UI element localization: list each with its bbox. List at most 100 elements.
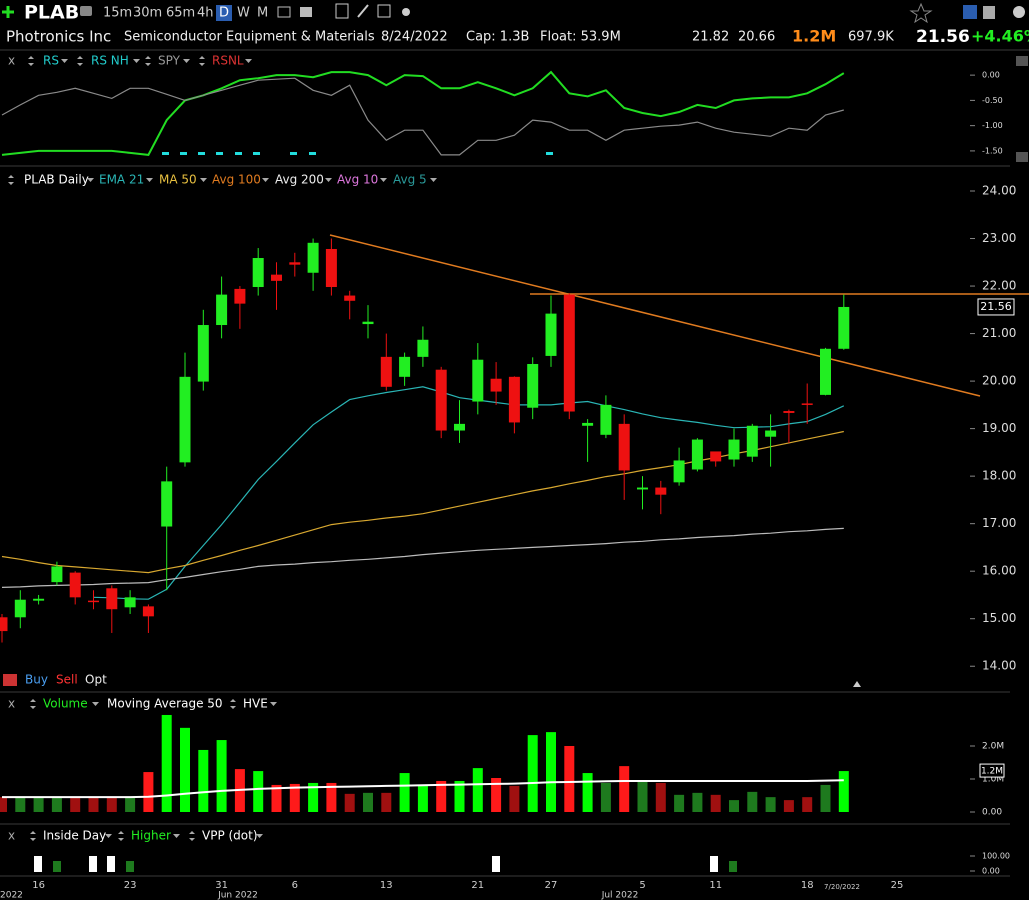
icon[interactable] xyxy=(909,2,933,24)
timeframe[interactable]: 4h xyxy=(197,6,214,21)
timeframe[interactable]: M xyxy=(257,6,268,21)
icon[interactable] xyxy=(983,6,995,19)
month-label: Jun 2022 xyxy=(217,891,258,900)
volume-bar xyxy=(125,797,136,812)
volume-bar xyxy=(710,794,721,812)
y-tick-label: 18.00 xyxy=(982,469,1016,483)
y-tick-label: 0.00 xyxy=(982,71,1000,80)
icon[interactable] xyxy=(357,4,369,18)
line xyxy=(1,77,844,156)
trendline[interactable] xyxy=(329,234,981,397)
volume-bar xyxy=(582,773,593,812)
candle-body xyxy=(179,376,191,463)
timeframe[interactable]: 30m xyxy=(133,6,162,21)
legend-item[interactable]: HVE xyxy=(243,697,268,711)
legend-item[interactable]: RS xyxy=(43,54,59,68)
icon[interactable] xyxy=(80,6,92,16)
icon xyxy=(8,175,14,185)
legend-item[interactable]: Avg 5 xyxy=(393,173,427,187)
icon[interactable] xyxy=(1016,56,1028,66)
candle-body xyxy=(600,404,612,435)
volume-bar xyxy=(70,797,81,812)
candle-body xyxy=(618,423,630,471)
symbol[interactable]: PLAB xyxy=(24,2,79,24)
volume-bar xyxy=(289,783,300,812)
candle-body xyxy=(216,294,228,326)
timeframe[interactable]: W xyxy=(237,6,250,21)
candle-body xyxy=(783,411,795,413)
icon[interactable] xyxy=(1016,152,1028,162)
icon[interactable] xyxy=(277,6,291,18)
legend-item[interactable]: Avg 100 xyxy=(212,173,261,187)
close[interactable]: x xyxy=(8,829,15,843)
timeframe[interactable]: 65m xyxy=(166,6,195,21)
legend-item[interactable]: RS NH xyxy=(91,54,129,68)
chart-title[interactable]: Volume xyxy=(43,697,88,711)
company: Photronics Inc xyxy=(6,28,111,46)
button[interactable]: Opt xyxy=(85,673,107,687)
candle-body xyxy=(399,356,411,377)
y-tick-label: -1.50 xyxy=(982,146,1003,155)
volume-bar xyxy=(436,780,447,812)
volume-bar xyxy=(747,791,758,812)
line xyxy=(93,386,845,600)
icon[interactable] xyxy=(1013,6,1025,18)
volume-bar xyxy=(655,782,666,812)
candle-body xyxy=(820,348,831,395)
candle-body xyxy=(838,306,850,349)
candle-body xyxy=(252,258,264,288)
legend-item[interactable]: Moving Average 50 xyxy=(107,697,223,711)
volume-bar xyxy=(564,745,575,812)
y-tick-label: 24.00 xyxy=(982,184,1016,198)
icon[interactable] xyxy=(402,8,410,16)
legend-item[interactable]: RSNL xyxy=(212,54,244,68)
legend-item[interactable]: EMA 21 xyxy=(99,173,144,187)
close[interactable]: x xyxy=(8,697,15,711)
volume-bar xyxy=(0,797,7,812)
volume-bar xyxy=(692,792,703,812)
legend-item[interactable]: VPP (dot) xyxy=(202,829,258,843)
button[interactable]: Sell xyxy=(56,673,78,687)
inside-day-bars xyxy=(34,856,737,872)
float: Float: 53.9M xyxy=(540,30,621,45)
volume-bar xyxy=(33,797,44,812)
candle-body xyxy=(51,566,63,583)
volume-bar xyxy=(729,800,739,812)
candle-body xyxy=(88,600,99,603)
icon[interactable] xyxy=(377,4,391,18)
timeframe[interactable]: D xyxy=(219,6,229,21)
cursor-date: 7/20/2022 xyxy=(824,883,860,891)
volume-bar xyxy=(454,780,465,812)
y-tick-label: 19.00 xyxy=(982,421,1016,435)
candle-body xyxy=(673,460,685,483)
icon[interactable] xyxy=(853,681,861,687)
legend-item[interactable]: SPY xyxy=(158,54,181,68)
candle-body xyxy=(508,376,520,423)
month-label: Jul 2022 xyxy=(601,891,639,900)
button[interactable]: Buy xyxy=(25,673,48,687)
volume-bar xyxy=(820,784,831,812)
volume-bar xyxy=(399,773,410,812)
y-tick-label: 16.00 xyxy=(982,564,1016,578)
add-icon[interactable] xyxy=(2,6,14,18)
volume-bar xyxy=(308,782,319,812)
y-tick-label: 22.00 xyxy=(982,279,1016,293)
candle-body xyxy=(142,606,154,617)
close[interactable]: x xyxy=(8,54,15,68)
legend-item[interactable]: Avg 200 xyxy=(275,173,324,187)
legend-item[interactable]: Higher xyxy=(131,829,171,843)
candle-body xyxy=(33,598,45,601)
candle-body xyxy=(234,288,246,304)
y-tick-label: 21.00 xyxy=(982,326,1016,340)
legend-item[interactable]: Avg 10 xyxy=(337,173,378,187)
icon[interactable] xyxy=(300,7,312,17)
legend-item[interactable]: Inside Day xyxy=(43,829,106,843)
icon[interactable] xyxy=(3,674,17,686)
chart-title[interactable]: PLAB Daily xyxy=(24,173,89,187)
timeframe[interactable]: 15m xyxy=(103,6,132,21)
icon[interactable] xyxy=(963,5,977,19)
icon[interactable] xyxy=(335,3,349,19)
candle-body xyxy=(271,274,282,281)
legend-item[interactable]: MA 50 xyxy=(159,173,197,187)
high: 21.82 xyxy=(692,30,729,45)
